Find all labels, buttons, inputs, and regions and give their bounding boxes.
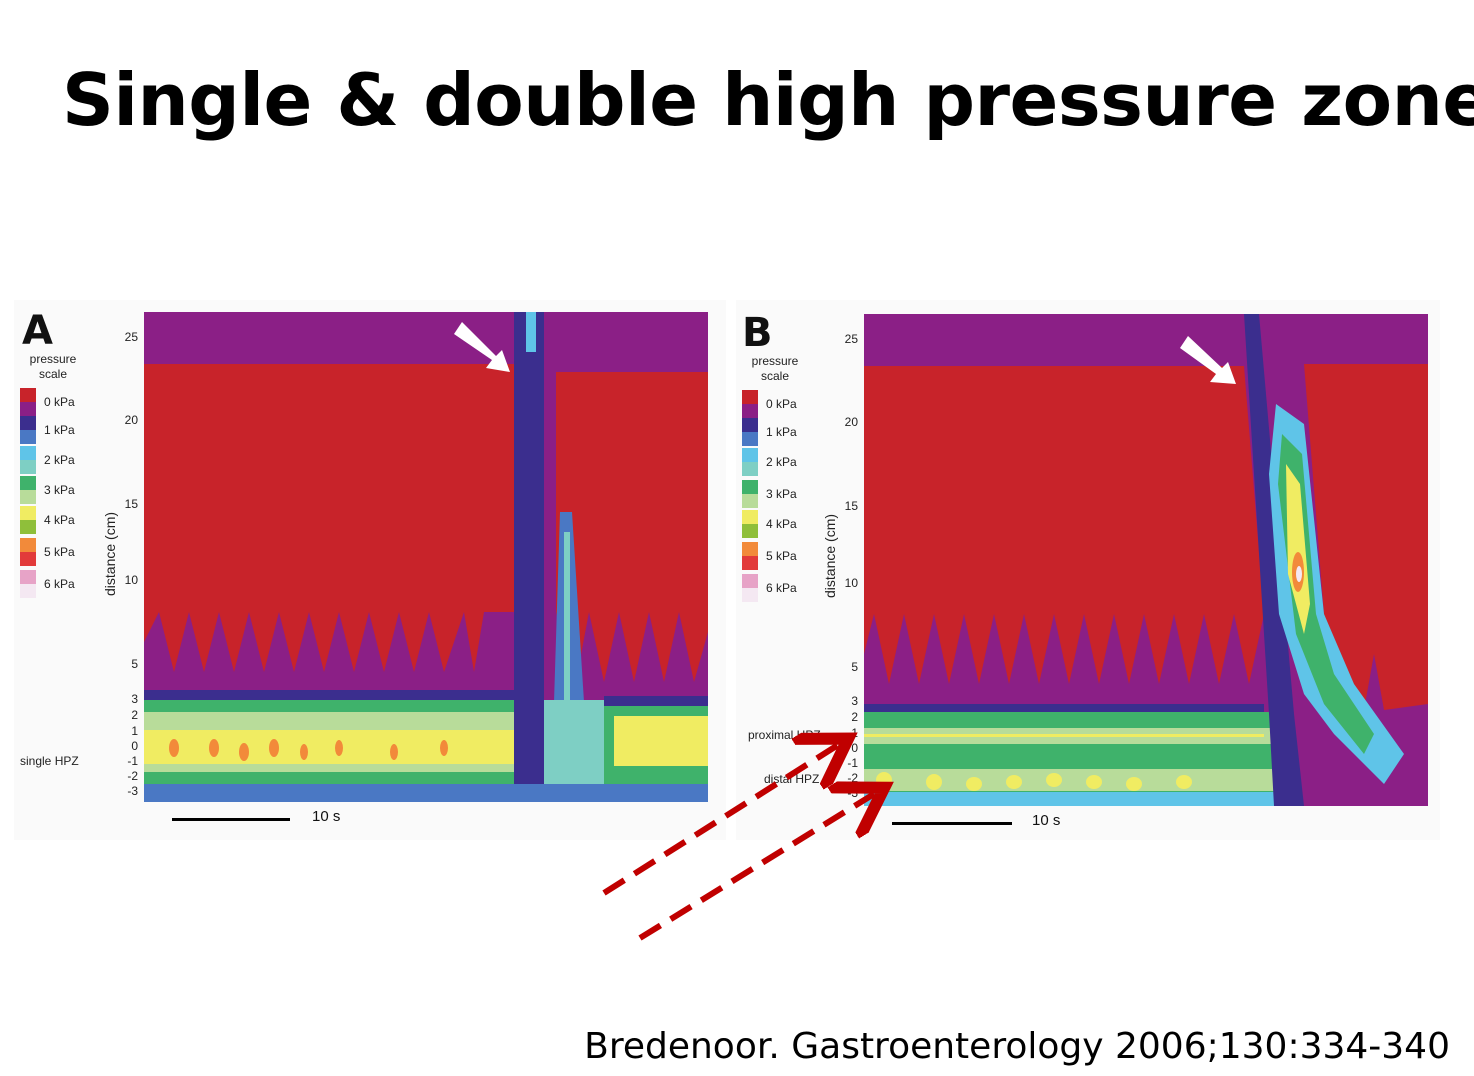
- red-dashed-arrow-proximal: [602, 745, 838, 896]
- y-tick: -2: [127, 769, 138, 783]
- y-tick: 0: [131, 739, 138, 753]
- y-tick: -1: [127, 754, 138, 768]
- legend-item: 6 kPa: [20, 570, 75, 598]
- time-scalebar-b: [892, 822, 1012, 825]
- legend-item: 6 kPa: [742, 574, 797, 602]
- time-scalebar-a: [172, 818, 290, 821]
- y-tick: 20: [844, 415, 858, 429]
- y-tick: 25: [844, 332, 858, 346]
- slide-title: Single & double high pressure zone: [62, 58, 1474, 142]
- legend-item: 3 kPa: [742, 480, 797, 508]
- y-tick: 10: [844, 576, 858, 590]
- legend-item: 4 kPa: [20, 506, 75, 534]
- y-tick: 10: [124, 573, 138, 587]
- legend-item: 1 kPa: [20, 416, 75, 444]
- legend-item: 2 kPa: [20, 446, 75, 474]
- y-tick: 15: [844, 499, 858, 513]
- legend-item: 0 kPa: [742, 390, 797, 418]
- legend-item: 5 kPa: [742, 542, 797, 570]
- time-scalebar-label-b: 10 s: [1032, 812, 1061, 829]
- y-tick: 2: [851, 710, 858, 724]
- citation-text: Bredenoor. Gastroenterology 2006;130:334…: [584, 1026, 1450, 1067]
- time-scalebar-label-a: 10 s: [312, 808, 341, 825]
- panel-letter-a: A: [22, 308, 53, 354]
- legend-item: 5 kPa: [20, 538, 75, 566]
- y-tick: 3: [851, 694, 858, 708]
- legend-item: 4 kPa: [742, 510, 797, 538]
- pressure-topography-plot-b: [864, 314, 1428, 806]
- y-tick: 2: [131, 708, 138, 722]
- legend-item: 3 kPa: [20, 476, 75, 504]
- pressure-scale-title-b: pressure scale: [751, 354, 799, 383]
- y-tick: 25: [124, 330, 138, 344]
- legend-item: 1 kPa: [742, 418, 797, 446]
- y-tick: 5: [131, 657, 138, 671]
- legend-item: 0 kPa: [20, 388, 75, 416]
- y-tick: 5: [851, 660, 858, 674]
- y-tick: 15: [124, 497, 138, 511]
- legend-item: 2 kPa: [742, 448, 797, 476]
- y-tick: 1: [131, 724, 138, 738]
- single-hpz-label: single HPZ: [20, 754, 79, 768]
- panel-letter-b: B: [742, 310, 773, 356]
- y-tick: -3: [127, 784, 138, 798]
- pressure-topography-plot-a: [144, 312, 708, 802]
- figure-panel-b: B pressure scale 0 kPa 1 kPa 2 kPa 3 kPa…: [736, 300, 1440, 840]
- pressure-scale-title-a: pressure scale: [29, 352, 77, 381]
- red-dashed-arrow-distal: [638, 794, 874, 941]
- y-tick: 20: [124, 413, 138, 427]
- y-tick: 3: [131, 692, 138, 706]
- figure-panel-a: A pressure scale 0 kPa 1 kPa 2 kPa 3 kPa…: [14, 300, 726, 840]
